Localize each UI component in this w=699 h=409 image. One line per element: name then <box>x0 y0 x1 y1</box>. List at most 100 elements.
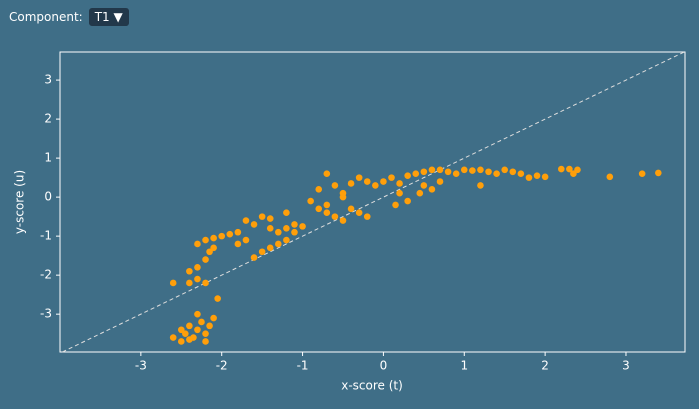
point <box>202 236 209 244</box>
point <box>177 338 185 345</box>
point <box>339 189 347 197</box>
point <box>420 182 428 189</box>
point <box>570 170 577 178</box>
point <box>363 178 371 185</box>
point <box>206 322 213 330</box>
component-select[interactable]: T1 ▼ <box>88 8 129 26</box>
point <box>517 170 525 178</box>
point <box>477 182 484 189</box>
point <box>250 221 258 228</box>
point <box>202 330 209 337</box>
point <box>186 279 193 287</box>
point <box>323 209 331 217</box>
x-axis-label: x-score (t) <box>341 379 403 393</box>
point <box>331 213 339 220</box>
point <box>202 256 209 263</box>
plot-frame <box>59 51 686 353</box>
diagonal <box>62 51 685 353</box>
x-tick-label: -1 <box>297 359 309 373</box>
point <box>291 221 298 228</box>
point <box>541 173 549 181</box>
point <box>396 180 403 187</box>
point <box>169 279 177 287</box>
point <box>283 225 290 232</box>
x-tick-label: 0 <box>380 359 388 373</box>
point <box>258 213 266 220</box>
point <box>234 228 242 236</box>
point <box>355 209 363 217</box>
point <box>347 205 355 213</box>
point <box>339 217 347 224</box>
point <box>436 166 444 174</box>
point <box>218 232 226 240</box>
x-tick-label: -3 <box>135 359 147 373</box>
y-axis-label: y-score (u) <box>13 170 27 234</box>
point <box>234 240 242 248</box>
point <box>250 254 258 261</box>
point <box>275 228 282 236</box>
point <box>485 168 492 176</box>
controls: Component: T1 ▼ <box>9 8 129 26</box>
point <box>444 168 452 176</box>
point <box>331 182 339 189</box>
point <box>404 197 411 205</box>
point <box>606 173 614 181</box>
point <box>210 314 217 322</box>
point <box>194 310 201 318</box>
point <box>258 248 266 256</box>
point <box>404 172 411 179</box>
point <box>194 240 201 248</box>
point <box>436 178 444 185</box>
point <box>477 166 484 174</box>
point <box>372 182 379 189</box>
point <box>194 275 201 283</box>
point <box>242 217 250 224</box>
y-tick-label: 0 <box>44 190 52 204</box>
point <box>525 174 533 181</box>
point <box>283 209 290 217</box>
point <box>198 318 205 326</box>
point <box>566 165 573 173</box>
point <box>460 166 468 174</box>
point <box>242 236 250 244</box>
point <box>638 170 646 178</box>
point <box>509 168 517 176</box>
point <box>428 186 436 193</box>
point <box>388 174 395 181</box>
y-tick-label: -3 <box>40 307 52 321</box>
point <box>194 326 201 334</box>
point <box>557 165 565 173</box>
point <box>266 225 274 232</box>
point <box>275 240 282 248</box>
component-value: T1 <box>94 10 110 24</box>
point <box>177 326 185 334</box>
y-tick-label: 1 <box>44 151 52 165</box>
x-tick-label: 1 <box>460 359 468 373</box>
y-tick-label: 3 <box>44 73 52 87</box>
point <box>355 174 363 181</box>
point <box>307 197 314 205</box>
point <box>363 213 371 220</box>
point <box>323 201 331 209</box>
point <box>416 189 424 197</box>
point <box>315 205 323 213</box>
point <box>493 170 500 178</box>
point <box>169 334 177 341</box>
point <box>266 215 274 222</box>
point <box>323 170 331 178</box>
point <box>299 223 306 230</box>
y-tick-label: -1 <box>40 229 52 243</box>
point <box>186 267 193 275</box>
point <box>315 186 323 193</box>
point <box>392 201 399 209</box>
point <box>210 234 217 242</box>
point <box>186 336 193 343</box>
point <box>347 180 355 187</box>
point <box>469 167 476 174</box>
point <box>380 178 387 185</box>
point <box>396 189 403 197</box>
y-tick-label: 2 <box>44 112 52 126</box>
point <box>214 295 221 302</box>
